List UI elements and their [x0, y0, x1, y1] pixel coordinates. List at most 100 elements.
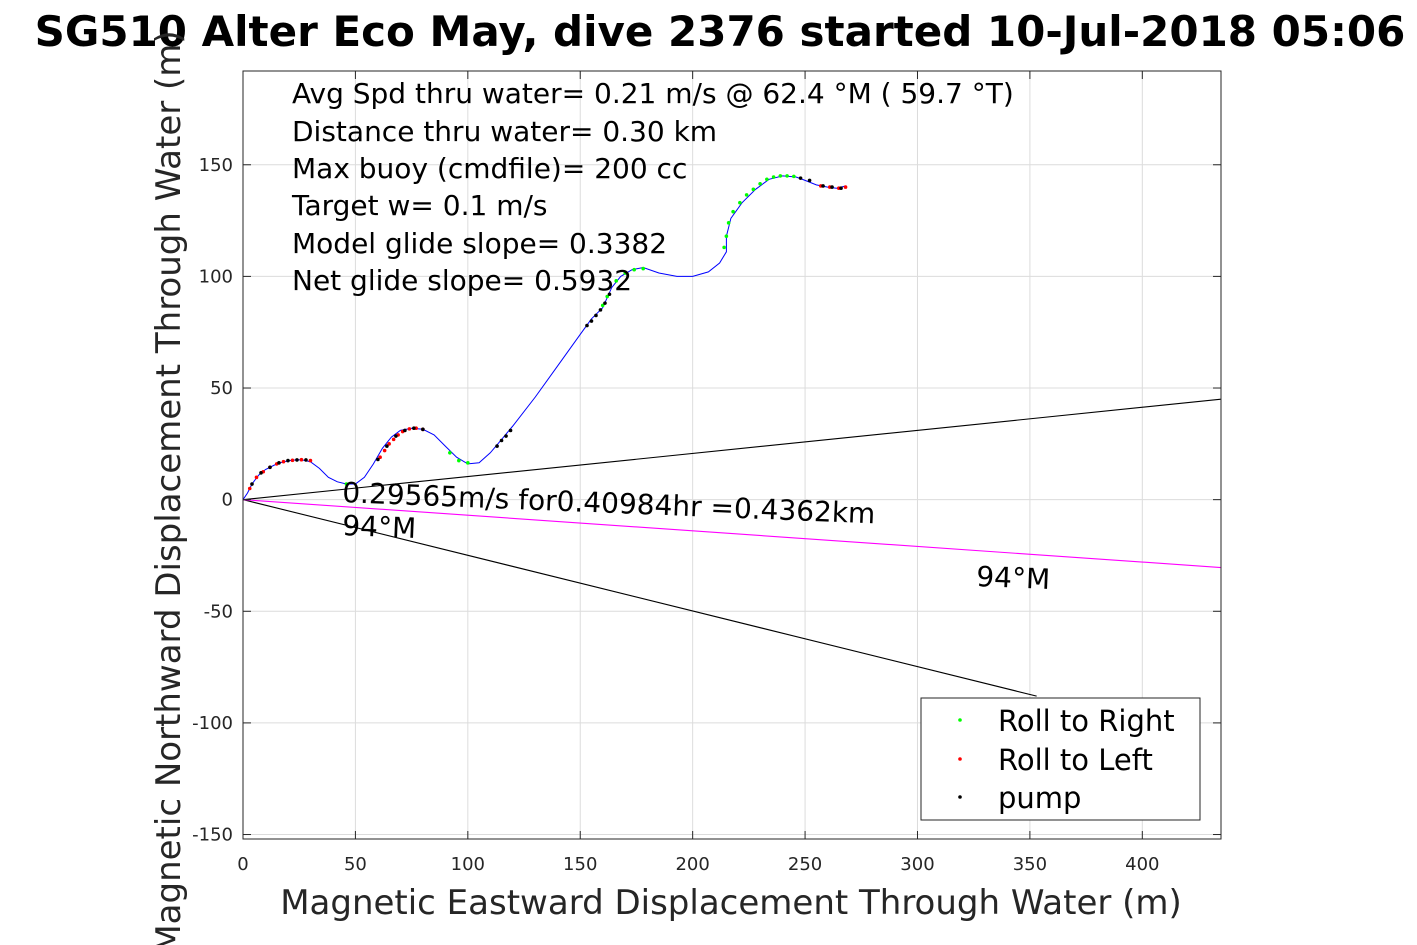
x-tick-label: 0 — [237, 854, 248, 875]
legend-marker-roll-right — [958, 718, 962, 722]
marker-roll-to-right — [726, 221, 731, 225]
marker-roll-to-right — [641, 266, 645, 271]
marker-pump — [839, 186, 843, 191]
y-tick-label: 100 — [199, 266, 233, 287]
legend-label-roll-left: Roll to Left — [998, 743, 1153, 777]
marker-roll-to-left — [308, 458, 313, 463]
y-ticks: -150 -100 -50 0 50 100 150 — [192, 155, 1221, 846]
reference-lines — [242, 398, 1222, 697]
reference-line-cone-lower — [242, 499, 1037, 697]
annotation-max-buoy: Max buoy (cmdfile)= 200 cc — [292, 152, 687, 185]
marker-pump — [821, 184, 825, 188]
marker-roll-to-left — [391, 437, 396, 442]
legend: Roll to Right Roll to Left pump — [920, 697, 1201, 821]
marker-pump — [495, 444, 499, 448]
annotation-net-glide-slope: Net glide slope= 0.5932 — [292, 264, 632, 297]
marker-roll-to-right — [792, 174, 796, 179]
marker-roll-to-right — [632, 267, 636, 272]
legend-label-roll-right: Roll to Right — [998, 704, 1175, 738]
marker-roll-to-left — [382, 448, 387, 453]
marker-roll-to-left — [843, 185, 848, 189]
marker-pump — [250, 482, 254, 486]
marker-roll-to-right — [605, 294, 610, 299]
x-tick-label: 400 — [1125, 854, 1159, 875]
reference-line-cone-upper — [242, 398, 1222, 501]
marker-pump — [295, 458, 299, 462]
marker-pump — [589, 319, 594, 323]
marker-roll-to-right — [448, 450, 452, 455]
x-tick-label: 150 — [563, 854, 597, 875]
marker-roll-to-right — [600, 303, 605, 308]
marker-roll-to-right — [765, 177, 769, 182]
marker-pump — [585, 323, 589, 328]
marker-roll-to-left — [290, 458, 295, 463]
marker-pump — [385, 444, 389, 448]
marker-roll-to-right — [724, 234, 729, 239]
marker-pump — [277, 461, 281, 465]
marker-pump — [499, 438, 504, 443]
chart-title: SG510 Alter Eco May, dive 2376 started 1… — [35, 7, 1406, 56]
marker-roll-to-left — [407, 427, 412, 431]
plot-frame — [242, 70, 1222, 840]
marker-roll-to-right — [744, 193, 749, 197]
marker-roll-to-left — [299, 457, 304, 462]
annotation-model-glide-slope: Model glide slope= 0.3382 — [292, 227, 667, 260]
marker-roll-to-left — [387, 442, 391, 446]
current-heading-label: 94°M — [342, 509, 417, 545]
marker-roll-to-right — [466, 461, 470, 465]
x-tick-label: 50 — [344, 854, 367, 875]
marker-pump — [508, 428, 513, 433]
marker-roll-to-right — [771, 175, 776, 179]
marker-roll-to-right — [344, 482, 349, 486]
marker-roll-to-right — [751, 187, 756, 192]
x-axis-label: Magnetic Eastward Displacement Through W… — [280, 883, 1182, 923]
y-tick-label: 150 — [199, 155, 233, 176]
legend-box — [920, 697, 1201, 821]
heading-label: 94°M — [976, 560, 1051, 596]
marker-roll-to-right — [623, 271, 628, 275]
marker-roll-to-right — [778, 174, 783, 178]
marker-roll-to-left — [254, 475, 259, 480]
x-tick-label: 350 — [1013, 854, 1047, 875]
marker-pump — [594, 313, 598, 318]
marker-pump — [598, 308, 603, 312]
marker-roll-to-left — [378, 455, 382, 460]
marker-roll-to-right — [731, 209, 735, 214]
legend-marker-pump — [958, 795, 962, 799]
reference-line-current-vector — [242, 499, 1222, 569]
markers — [247, 174, 848, 491]
y-tick-label: -100 — [192, 713, 233, 734]
marker-pump — [421, 427, 425, 432]
marker-pump — [798, 176, 803, 180]
y-tick-label: 50 — [210, 378, 233, 399]
y-tick-label: -150 — [192, 825, 233, 846]
x-tick-label: 250 — [788, 854, 822, 875]
marker-roll-to-right — [758, 181, 762, 186]
marker-pump — [603, 301, 607, 305]
marker-pump — [830, 185, 834, 189]
marker-roll-to-right — [722, 245, 726, 250]
marker-roll-to-right — [738, 200, 742, 205]
marker-pump — [403, 428, 407, 433]
legend-marker-roll-left — [958, 757, 962, 761]
legend-label-pump: pump — [998, 781, 1081, 815]
y-tick-label: 0 — [222, 490, 233, 511]
marker-pump — [607, 292, 612, 297]
marker-roll-to-left — [281, 459, 286, 464]
x-tick-label: 100 — [451, 854, 485, 875]
marker-pump — [412, 426, 416, 431]
marker-pump — [394, 434, 398, 438]
marker-roll-to-right — [457, 458, 461, 463]
marker-pump — [807, 178, 812, 183]
marker-pump — [504, 434, 508, 438]
stats-annotations: Avg Spd thru water= 0.21 m/s @ 62.4 °M (… — [291, 77, 1014, 297]
marker-roll-to-right — [614, 279, 619, 283]
x-tick-label: 300 — [900, 854, 934, 875]
y-tick-label: -50 — [204, 601, 233, 622]
marker-pump — [304, 458, 308, 462]
marker-pump — [259, 471, 263, 475]
annotation-target-w: Target w= 0.1 m/s — [291, 189, 548, 222]
annotation-avg-speed: Avg Spd thru water= 0.21 m/s @ 62.4 °M (… — [292, 77, 1014, 110]
x-ticks: 0 50 100 150 200 250 300 350 400 — [237, 71, 1159, 875]
